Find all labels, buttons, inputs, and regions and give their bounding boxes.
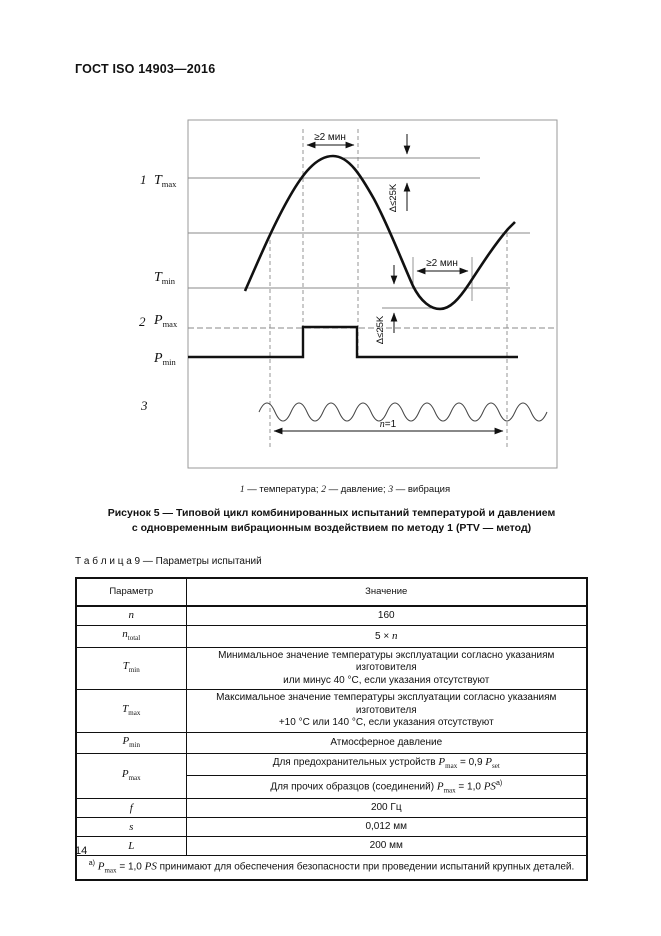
value-cell-pmin: Атмосферное давление	[185, 731, 588, 754]
param-cell-tmin: Tmin	[75, 646, 187, 690]
curve-2-number: 2	[139, 314, 146, 329]
value-cell-L: 200 мм	[185, 836, 588, 857]
table-header-row: Параметр Значение	[75, 577, 588, 607]
column-header-param: Параметр	[75, 577, 187, 607]
pressure-curve	[188, 325, 518, 359]
legend-text-2: — давление;	[325, 484, 389, 495]
legend-num-2: 2	[321, 485, 326, 495]
value-cell-s: 0,012 мм	[185, 817, 588, 838]
table-footnote-row: а) Pmax = 1,0 PS принимают для обеспечен…	[75, 855, 588, 881]
param-cell-pmin: Pmin	[75, 731, 187, 754]
legend-num-3: 3	[388, 485, 394, 495]
table-row-pmax-1: Pmax Для предохранительных устройств Pma…	[75, 752, 588, 800]
dim-2min-bottom-label: ≥2 мин	[426, 258, 458, 269]
figure-caption: Рисунок 5 — Типовой цикл комбинированных…	[75, 506, 588, 536]
document-header: ГОСТ ISO 14903—2016	[75, 62, 216, 76]
value-cell-f: 200 Гц	[185, 798, 588, 819]
cycle-boundary-lines	[269, 129, 508, 448]
pmax-label: Pmax	[153, 313, 178, 329]
table-row-ntotal: ntotal 5 × n	[75, 625, 588, 648]
value-cell-pmax-other: Для прочих образцов (соединений) Pmax = …	[185, 774, 588, 800]
table-row-pmin: Pmin Атмосферное давление	[75, 731, 588, 754]
value-cell-n: 160	[185, 605, 588, 626]
value-cell-tmin: Минимальное значение температуры эксплуа…	[185, 646, 588, 690]
param-cell-pmax: Pmax	[75, 752, 187, 800]
figure-frame	[187, 119, 558, 469]
param-cell-L: L	[75, 836, 187, 857]
param-cell-f: f	[75, 798, 187, 819]
tmin-label: Tmin	[154, 270, 176, 286]
value-cell-pmax-safety: Для предохранительных устройств Pmax = 0…	[185, 753, 588, 776]
delta-25k-bottom-label: Δ≤25K	[375, 315, 386, 344]
delta-25k-top-label: Δ≤25K	[388, 183, 399, 212]
curve-3-number: 3	[140, 398, 148, 413]
vibration-curve	[258, 402, 548, 422]
param-cell-tmax: Tmax	[75, 689, 187, 733]
param-cell-n: n	[75, 605, 187, 626]
dim-2min-top-label: ≥2 мин	[314, 132, 346, 143]
figure-caption-line1: Рисунок 5 — Типовой цикл комбинированных…	[107, 507, 556, 519]
page-number: 14	[75, 845, 88, 857]
table-row-s: s 0,012 мм	[75, 817, 588, 838]
tmax-label: Tmax	[154, 173, 177, 189]
param-cell-s: s	[75, 817, 187, 838]
reference-lines	[188, 157, 555, 329]
table-row-pmax-2: Для прочих образцов (соединений) Pmax = …	[76, 774, 588, 800]
column-header-value: Значение	[185, 577, 588, 607]
figure-legend: 1 — температура; 2 — давление; 3 — вибра…	[90, 484, 600, 495]
cycle-count-label: n=1	[380, 419, 397, 430]
value-cell-tmax: Максимальное значение температуры эксплу…	[185, 689, 588, 733]
dimension-arrows	[273, 134, 504, 435]
legend-text-3: — вибрация	[393, 484, 451, 495]
figure-caption-line2: с одновременным вибрационным воздействие…	[131, 522, 532, 534]
figure-5-diagram: ≥2 мин ≥2 мин Δ≤25K Δ≤25K n=1 1 Tmax Tmi…	[139, 119, 558, 469]
table-row-n: n 160	[75, 605, 588, 626]
table-row-tmin: Tmin Минимальное значение температуры эк…	[75, 646, 588, 690]
table-footnote: а) Pmax = 1,0 PS принимают для обеспечен…	[75, 855, 588, 881]
value-cell-ntotal: 5 × n	[185, 625, 588, 648]
pmin-label: Pmin	[153, 351, 177, 367]
param-cell-ntotal: ntotal	[75, 625, 187, 648]
table-row-tmax: Tmax Максимальное значение температуры э…	[75, 689, 588, 733]
curve-1-number: 1	[140, 172, 147, 187]
legend-num-1: 1	[239, 485, 245, 495]
table-title: Т а б л и ц а 9 — Параметры испытаний	[75, 556, 262, 567]
temperature-curve	[243, 154, 516, 311]
legend-text-1: — температура;	[244, 484, 322, 495]
table-9-parameters: Параметр Значение n 160 ntotal 5 × n Tmi…	[75, 577, 588, 882]
table-row-f: f 200 Гц	[75, 798, 588, 819]
table-row-L: L 200 мм	[75, 836, 588, 857]
